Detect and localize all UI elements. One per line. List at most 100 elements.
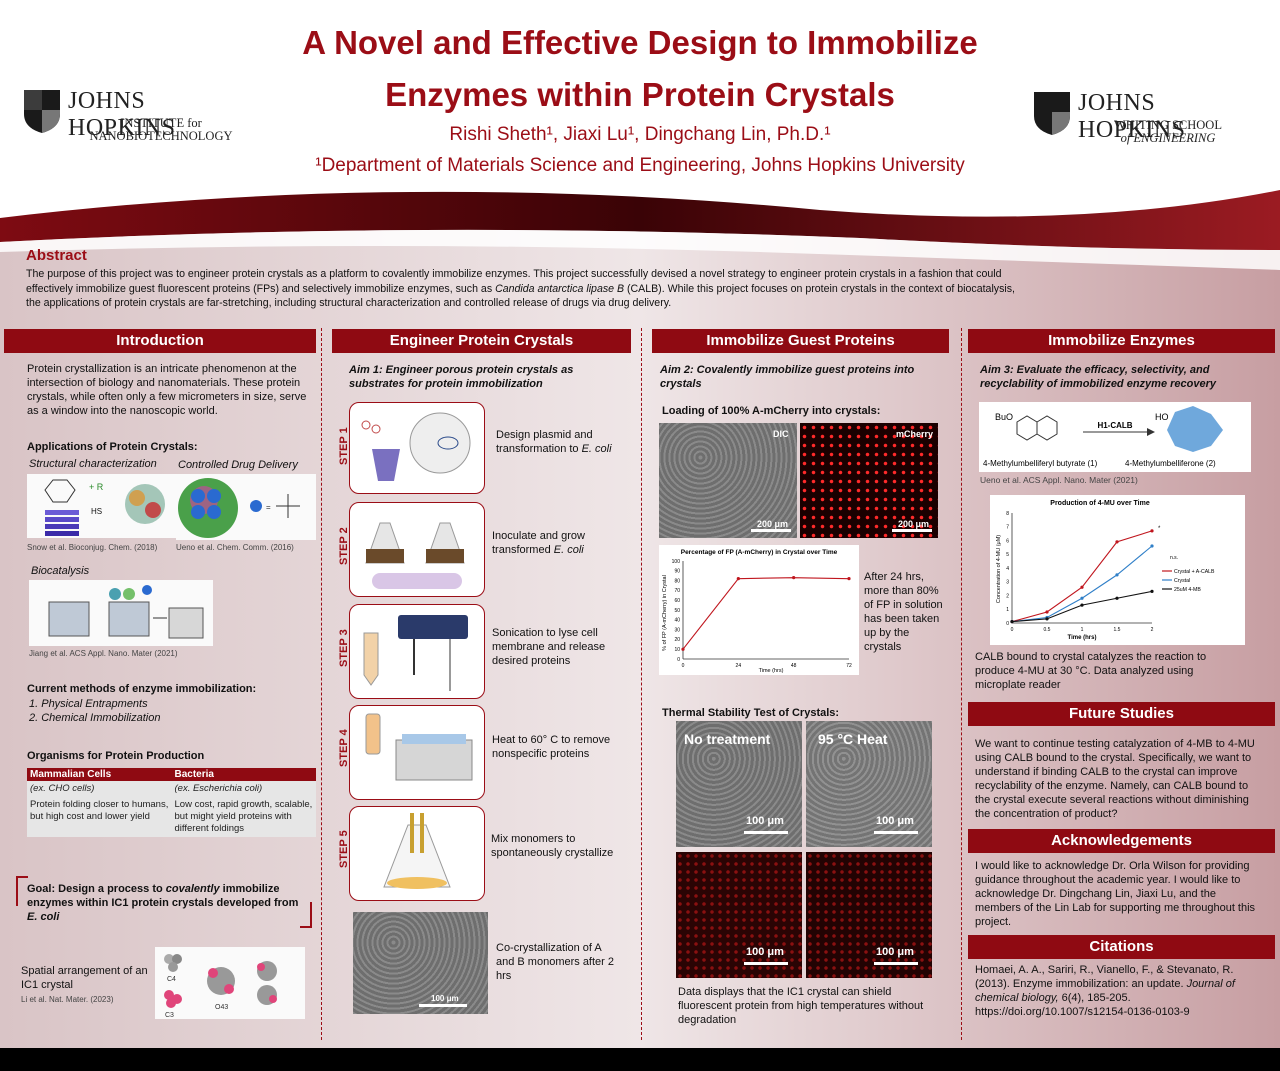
- y-tick-label: 20: [674, 637, 680, 643]
- fig-label-o43: O43: [215, 1004, 228, 1011]
- calb-caption: CALB bound to crystal catalyzes the reac…: [975, 651, 1207, 691]
- scale-bar: [874, 962, 918, 965]
- poster-title-line1: A Novel and Effective Design to Immobili…: [302, 24, 978, 61]
- step1-text: Design plasmid and transformation to E. …: [496, 428, 626, 456]
- data-point: [681, 647, 685, 651]
- y-tick-label: 4: [1006, 566, 1009, 572]
- product-label: 4-Methylumbelliferone (2): [1125, 459, 1216, 468]
- chart1-xlabel: Time (hrs): [759, 668, 784, 674]
- x-tick-label: 0: [682, 663, 685, 669]
- notreat-micrograph: No treatment 100 μm: [676, 721, 802, 847]
- legend-label: 25uM 4-MB: [1174, 587, 1201, 593]
- data-point: [1150, 529, 1154, 533]
- abstract-text: The purpose of this project was to engin…: [26, 267, 1026, 311]
- x-tick-label: 0.5: [1044, 627, 1051, 633]
- scale-label: 100 μm: [876, 815, 914, 827]
- chart1-ylabel: % of FP (A-mCherry) in Crystal: [662, 575, 668, 651]
- mcherry-micrograph: mCherry 200 μm: [800, 423, 938, 538]
- goal-text-b: immobilize enzymes within IC1 protein cr…: [27, 883, 299, 909]
- y-tick-label: 80: [674, 578, 680, 584]
- data-point: [1115, 596, 1119, 600]
- future-text: We want to continue testing catalyzation…: [975, 738, 1255, 820]
- apps-heading: Applications of Protein Crystals:: [27, 441, 198, 453]
- x-tick-label: 1: [1081, 627, 1084, 633]
- cite-jiang: Jiang et al. ACS Appl. Nano. Mater (2021…: [29, 649, 178, 658]
- fig-label-c4: C4: [167, 976, 176, 983]
- abstract-text-italic: Candida antarctica lipase B: [495, 282, 625, 295]
- orgs-heading: Organisms for Protein Production: [27, 750, 205, 762]
- orgs-col-mammalian: Mammalian Cells: [27, 768, 172, 781]
- affiliation: ¹Department of Materials Science and Eng…: [315, 155, 965, 176]
- after24-text: After 24 hrs, more than 80% of FP in sol…: [864, 571, 943, 653]
- cocrystal-micrograph: 100 μm: [353, 912, 488, 1014]
- data-point: [847, 577, 851, 581]
- introduction-heading: Introduction: [4, 329, 316, 353]
- intro-paragraph: Protein crystallization is an intricate …: [27, 363, 307, 417]
- logo-right-name: JOHNS HOPKINS: [1078, 90, 1186, 143]
- structural-figure: + R HS: [27, 474, 177, 538]
- logo-right: JOHNS HOPKINS WHITING SCHOOL of ENGINEER…: [1032, 88, 1268, 148]
- thermal-caption: Data displays that the IC1 crystal can s…: [678, 986, 924, 1026]
- x-tick-label: 2: [1151, 627, 1154, 633]
- loading-label: Loading of 100% A-mCherry into crystals:: [662, 405, 881, 417]
- dic-micrograph: DIC 200 μm: [659, 423, 797, 538]
- poster-title-line2: Enzymes within Protein Crystals: [385, 76, 895, 113]
- y-tick-label: 0: [1006, 621, 1009, 627]
- reactant-label: 4-Methylumbelliferyl butyrate (1): [983, 459, 1098, 468]
- cite-snow: Snow et al. Bioconjug. Chem. (2018): [27, 543, 158, 552]
- data-point: [1045, 610, 1049, 614]
- chart1-title: Percentage of FP (A-mCherry) in Crystal …: [681, 549, 838, 556]
- y-tick-label: 60: [674, 598, 680, 604]
- legend-label: Crystal + A-CALB: [1174, 569, 1215, 575]
- guest-heading: Immobilize Guest Proteins: [652, 329, 949, 353]
- biocatalysis-figure: [29, 580, 213, 646]
- logo-left-sub1: INSTITUTE for: [120, 116, 202, 130]
- column-divider: [961, 328, 962, 1040]
- abstract-heading: Abstract: [26, 247, 87, 264]
- y-tick-label: 30: [674, 627, 680, 633]
- y-tick-label: 6: [1006, 538, 1009, 544]
- goal-bracket-right: [300, 902, 312, 928]
- cocrystal-text: Co-crystallization of A and B monomers a…: [496, 942, 615, 982]
- column-divider: [641, 328, 642, 1040]
- drug-delivery-figure: =: [176, 474, 316, 540]
- legend-label: Crystal: [1174, 578, 1190, 584]
- future-heading: Future Studies: [968, 702, 1275, 726]
- citation-text-italic: Journal of chemical biology,: [975, 978, 1235, 1004]
- data-point: [736, 577, 740, 581]
- step5-text: Mix monomers to spontaneously crystalliz…: [491, 833, 614, 859]
- chart2-ylabel: Concentration of 4-MU (μM): [996, 535, 1002, 603]
- data-point: [1150, 589, 1154, 593]
- heat-fluorescence: 100 μm: [806, 852, 932, 978]
- y-tick-label: 100: [672, 559, 681, 565]
- y-tick-label: 8: [1006, 511, 1009, 517]
- data-point: [1080, 585, 1084, 589]
- svg-text:BuO: BuO: [995, 412, 1013, 422]
- data-point: [1115, 573, 1119, 577]
- cite-li: Li et al. Nat. Mater. (2023): [21, 995, 114, 1004]
- scale-bar: [751, 529, 791, 532]
- orgs-r2c2: Low cost, rapid growth, scalable, but mi…: [171, 797, 316, 837]
- citation-text-b: 6(4), 185-205. https://doi.org/10.1007/s…: [975, 992, 1190, 1018]
- scale-label: 200 μm: [757, 519, 789, 529]
- aim1: Aim 1: Engineer porous protein crystals …: [349, 364, 574, 390]
- method-1: 1. Physical Entrapments: [29, 698, 148, 710]
- goal-text-a: Goal: Design a process to: [27, 883, 166, 895]
- methods-heading-text: Current methods of enzyme immobilization: [27, 683, 253, 695]
- step5-figure: [349, 806, 485, 901]
- chart2-xlabel: Time (hrs): [1068, 635, 1097, 641]
- step2-text-a: Inoculate and grow transformed: [492, 530, 585, 556]
- scale-label: 100 μm: [431, 994, 459, 1003]
- citation-text-a: Homaei, A. A., Sariri, R., Vianello, F.,…: [975, 964, 1234, 990]
- x-tick-label: 1.5: [1114, 627, 1121, 633]
- data-point: [1010, 620, 1014, 624]
- enzymes-heading: Immobilize Enzymes: [968, 329, 1275, 353]
- enzyme-label: H1-CALB: [1097, 421, 1132, 430]
- scale-label: 200 μm: [898, 519, 930, 529]
- y-tick-label: 40: [674, 618, 680, 624]
- svg-text:=: =: [266, 503, 271, 512]
- svg-text:HO: HO: [1155, 412, 1169, 422]
- heat-label: 95 °C Heat: [818, 731, 888, 747]
- x-tick-label: 24: [736, 663, 742, 669]
- step3-text: Sonication to lyse cell membrane and rel…: [492, 627, 606, 667]
